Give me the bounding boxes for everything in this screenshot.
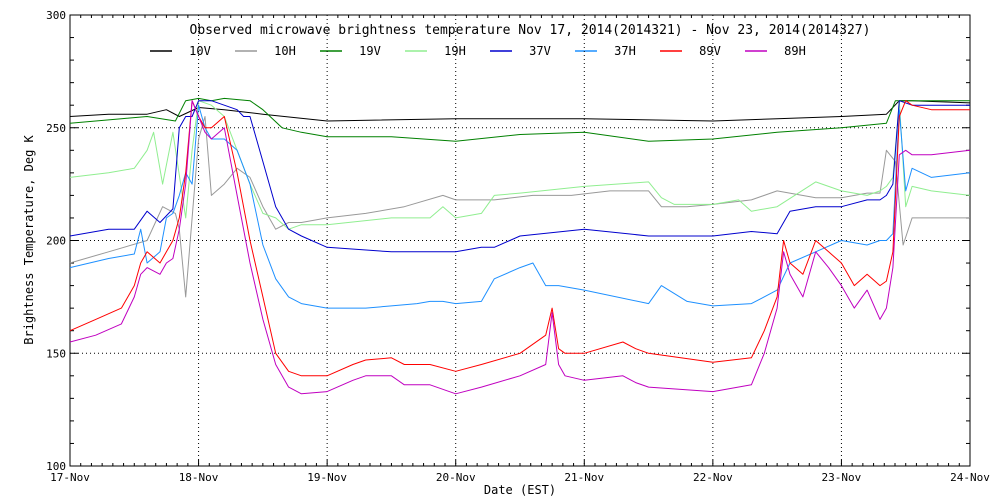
x-tick-label: 21-Nov [564, 471, 604, 484]
y-tick-label: 100 [46, 460, 66, 473]
series-line-37V [69, 100, 970, 253]
chart-title: Observed microwave brightness temperatur… [190, 23, 871, 38]
series-line-37H [69, 104, 971, 309]
series-line-19V [69, 97, 970, 142]
y-tick-label: 250 [46, 122, 66, 135]
legend-label-37H: 37H [614, 44, 636, 58]
x-tick-label: 23-Nov [822, 471, 862, 484]
legend-label-37V: 37V [529, 44, 551, 58]
x-tick-label: 18-Nov [179, 471, 219, 484]
x-tick-label: 24-Nov [950, 471, 990, 484]
legend-label-19V: 19V [359, 44, 381, 58]
series-line-10V [69, 100, 971, 122]
x-tick-label: 17-Nov [50, 471, 90, 484]
y-tick-label: 300 [46, 9, 66, 22]
series-line-10H [69, 116, 970, 298]
y-axis-label: Brightness Temperature, Deg K [22, 134, 36, 344]
legend-label-10V: 10V [189, 44, 211, 58]
x-tick-label: 19-Nov [307, 471, 347, 484]
legend-label-89H: 89H [784, 44, 806, 58]
axis-ticks: 17-Nov 18-Nov 19-Nov 20-Nov 21-Nov 22-Nov 23-N… [46, 9, 990, 484]
series-lines [69, 97, 971, 395]
x-axis-label: Date (EST) [484, 483, 556, 497]
series-line-89V [69, 100, 970, 377]
legend-label-10H: 10H [274, 44, 296, 58]
y-tick-label: 200 [46, 235, 66, 248]
grid-lines [70, 15, 970, 466]
y-tick-label: 150 [46, 347, 66, 360]
series-line-19H [69, 100, 971, 230]
x-tick-label: 22-Nov [693, 471, 733, 484]
legend-label-89V: 89V [699, 44, 721, 58]
legend: 10V 10H 19V 19H 37V 37H 89V 89H [150, 44, 806, 58]
series-line-89H [69, 100, 971, 395]
x-tick-label: 20-Nov [436, 471, 476, 484]
legend-label-19H: 19H [444, 44, 466, 58]
